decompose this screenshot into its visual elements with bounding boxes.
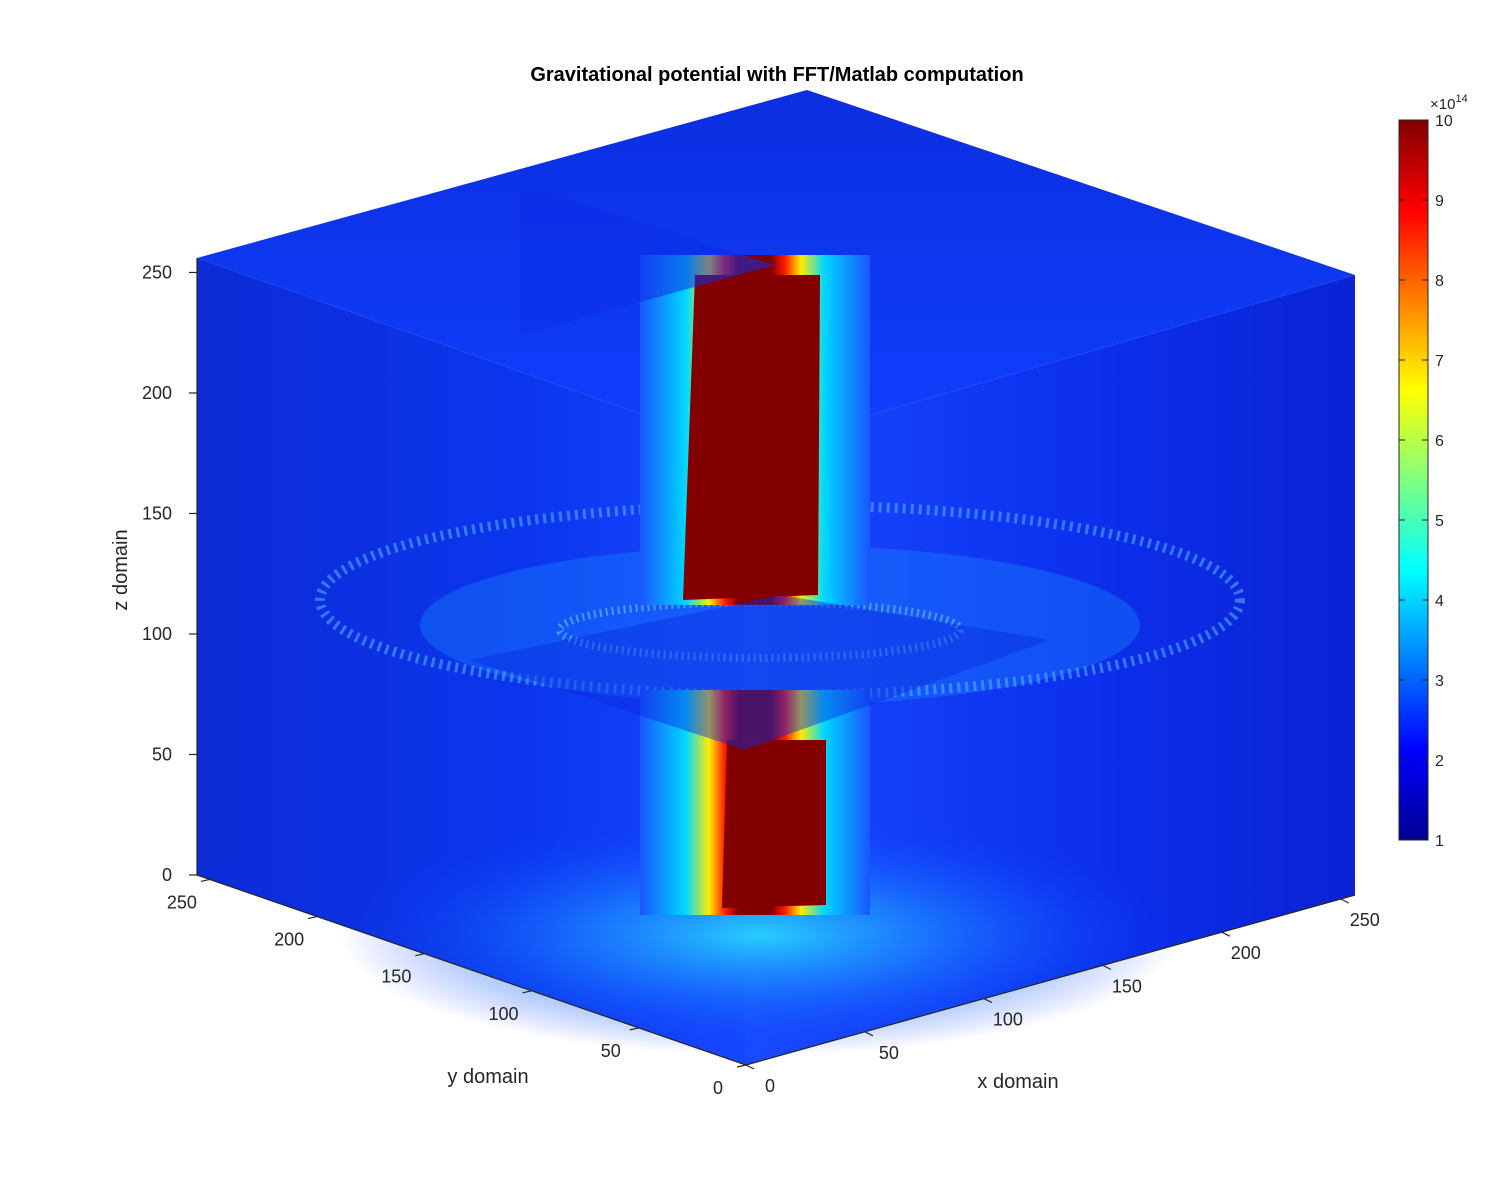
midplane-glow [420,545,1140,705]
colorbar-tick-label: 8 [1435,273,1444,290]
midplane-ring [315,500,1245,700]
y-axis-line [196,874,747,1066]
z-tick-label: 0 [162,865,172,885]
colorbar-gradient [1398,119,1429,841]
colorbar-tick-label: 3 [1435,673,1444,690]
x-tick-mark [1221,931,1231,937]
y-tick-label: 50 [601,1041,621,1061]
colorbar-tick-label: 7 [1435,353,1444,370]
y-tick-label: 150 [381,967,411,987]
z-tick-label: 150 [142,503,172,523]
y-tick-mark [307,915,318,920]
y-tick-mark [629,1027,639,1031]
slice-cut-lower [470,595,1050,750]
x-tick-label: 150 [1112,976,1142,996]
colorbar-ticks: 1 2 3 4 5 6 7 8 9 10 [1399,113,1453,850]
x-axis-label: x domain [977,1071,1058,1093]
y-tick-label: 200 [274,930,304,950]
x-axis-line [745,894,1356,1066]
colorbar-tick-label: 2 [1435,753,1444,770]
x-tick-label: 0 [765,1076,775,1096]
z-tick-label: 100 [142,624,172,644]
midplane-ring-inner [556,598,964,662]
chart-title: Gravitational potential with FFT/Matlab … [530,64,1023,86]
colorbar-tick-label: 9 [1435,193,1444,210]
x-tick-mark [1340,898,1349,904]
slice-cut-upper [520,185,775,335]
colorbar-multiplier: ×1014 [1430,93,1468,113]
y-tick-label: 0 [713,1078,723,1098]
lower-column-core [722,740,826,908]
colorbar-tick-label: 6 [1435,433,1444,450]
floor-glow [340,815,1180,1055]
slice-volume [197,90,1355,1065]
x-tick-label: 250 [1350,910,1380,930]
x-tick-mark [745,1064,755,1070]
z-tick-label: 250 [142,262,172,282]
z-tick-label: 50 [152,744,172,764]
y-tick-mark [522,990,532,994]
y-axis-label: y domain [447,1066,528,1088]
colorbar-tick-label: 1 [1435,833,1444,850]
colorbar-tick-label: 10 [1435,113,1453,130]
x-tick-label: 50 [879,1043,899,1063]
axes: 0 50 100 150 200 250 0 50 100 150 200 250 0 50 100 150 2… [110,258,1380,1098]
x-tick-mark [983,998,993,1004]
y-tick-mark [415,953,425,957]
colorbar-tick-label: 4 [1435,593,1444,610]
y-tick-mark [200,878,210,883]
x-tick-mark [864,1031,874,1037]
z-tick-label: 200 [142,383,172,403]
z-axis-label: z domain [110,529,132,610]
y-tick-label: 250 [167,892,197,912]
upper-column-core [683,275,820,600]
x-tick-label: 100 [993,1010,1023,1030]
x-tick-label: 200 [1231,943,1261,963]
x-tick-mark [1102,964,1112,970]
colorbar-tick-label: 5 [1435,513,1444,530]
y-tick-mark [736,1064,747,1068]
colorbar: 1 2 3 4 5 6 7 8 9 10 ×1014 [1398,93,1468,850]
y-tick-label: 100 [489,1004,519,1024]
